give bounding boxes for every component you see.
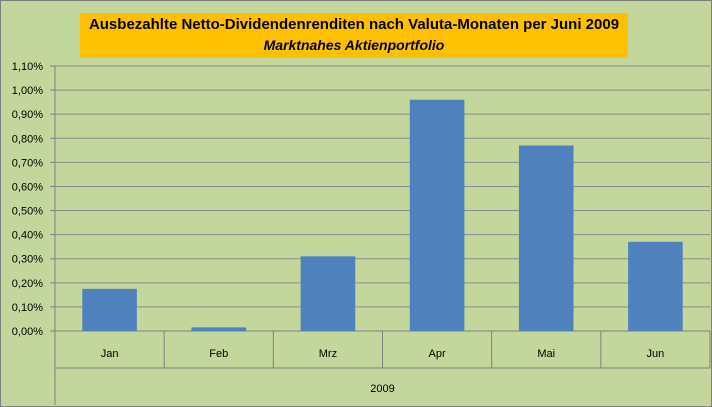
y-tick-labels: 0,00% 0,10% 0,20% 0,30% 0,40% 0,50% 0,60% 0,70%…	[12, 61, 43, 338]
y-tick-label: 0,20%	[12, 278, 43, 290]
y-tick-label: 0,50%	[12, 206, 43, 218]
x-tick-label: Mrz	[319, 348, 337, 360]
gridlines	[55, 65, 710, 332]
y-tick-label: 0,00%	[12, 326, 43, 338]
y-tick-label: 0,70%	[12, 157, 43, 169]
bars	[82, 99, 683, 332]
x-group-label: 2009	[370, 383, 394, 395]
bar-jun	[628, 241, 683, 331]
y-tick-label: 0,30%	[12, 254, 43, 266]
y-tick-label: 0,80%	[12, 133, 43, 145]
bar-jan	[82, 288, 137, 331]
x-tick-label: Feb	[209, 348, 228, 360]
bar-mrz	[300, 256, 356, 331]
x-tick-labels: Jan Feb Mrz Apr Mai Jun 2009	[101, 348, 665, 395]
chart-subtitle: Marktnahes Aktienportfolio	[263, 37, 445, 53]
y-tick-label: 0,10%	[12, 302, 43, 314]
x-tick-label: Jan	[101, 348, 119, 360]
bar-mai	[518, 145, 574, 331]
x-tick-label: Apr	[429, 348, 446, 360]
axes	[50, 65, 711, 405]
chart-title: Ausbezahlte Netto-Dividendenrenditen nac…	[88, 16, 620, 33]
y-tick-label: 1,00%	[12, 85, 43, 97]
x-tick-label: Mai	[537, 348, 555, 360]
y-tick-label: 0,60%	[12, 181, 43, 193]
y-tick-label: 0,90%	[12, 109, 43, 121]
bar-apr	[409, 99, 465, 332]
x-tick-label: Jun	[647, 348, 665, 360]
y-tick-label: 0,40%	[12, 230, 43, 242]
y-tick-label: 1,10%	[12, 61, 43, 73]
chart-title-box: Ausbezahlte Netto-Dividendenrenditen nac…	[80, 13, 628, 58]
bar-feb	[191, 327, 247, 331]
